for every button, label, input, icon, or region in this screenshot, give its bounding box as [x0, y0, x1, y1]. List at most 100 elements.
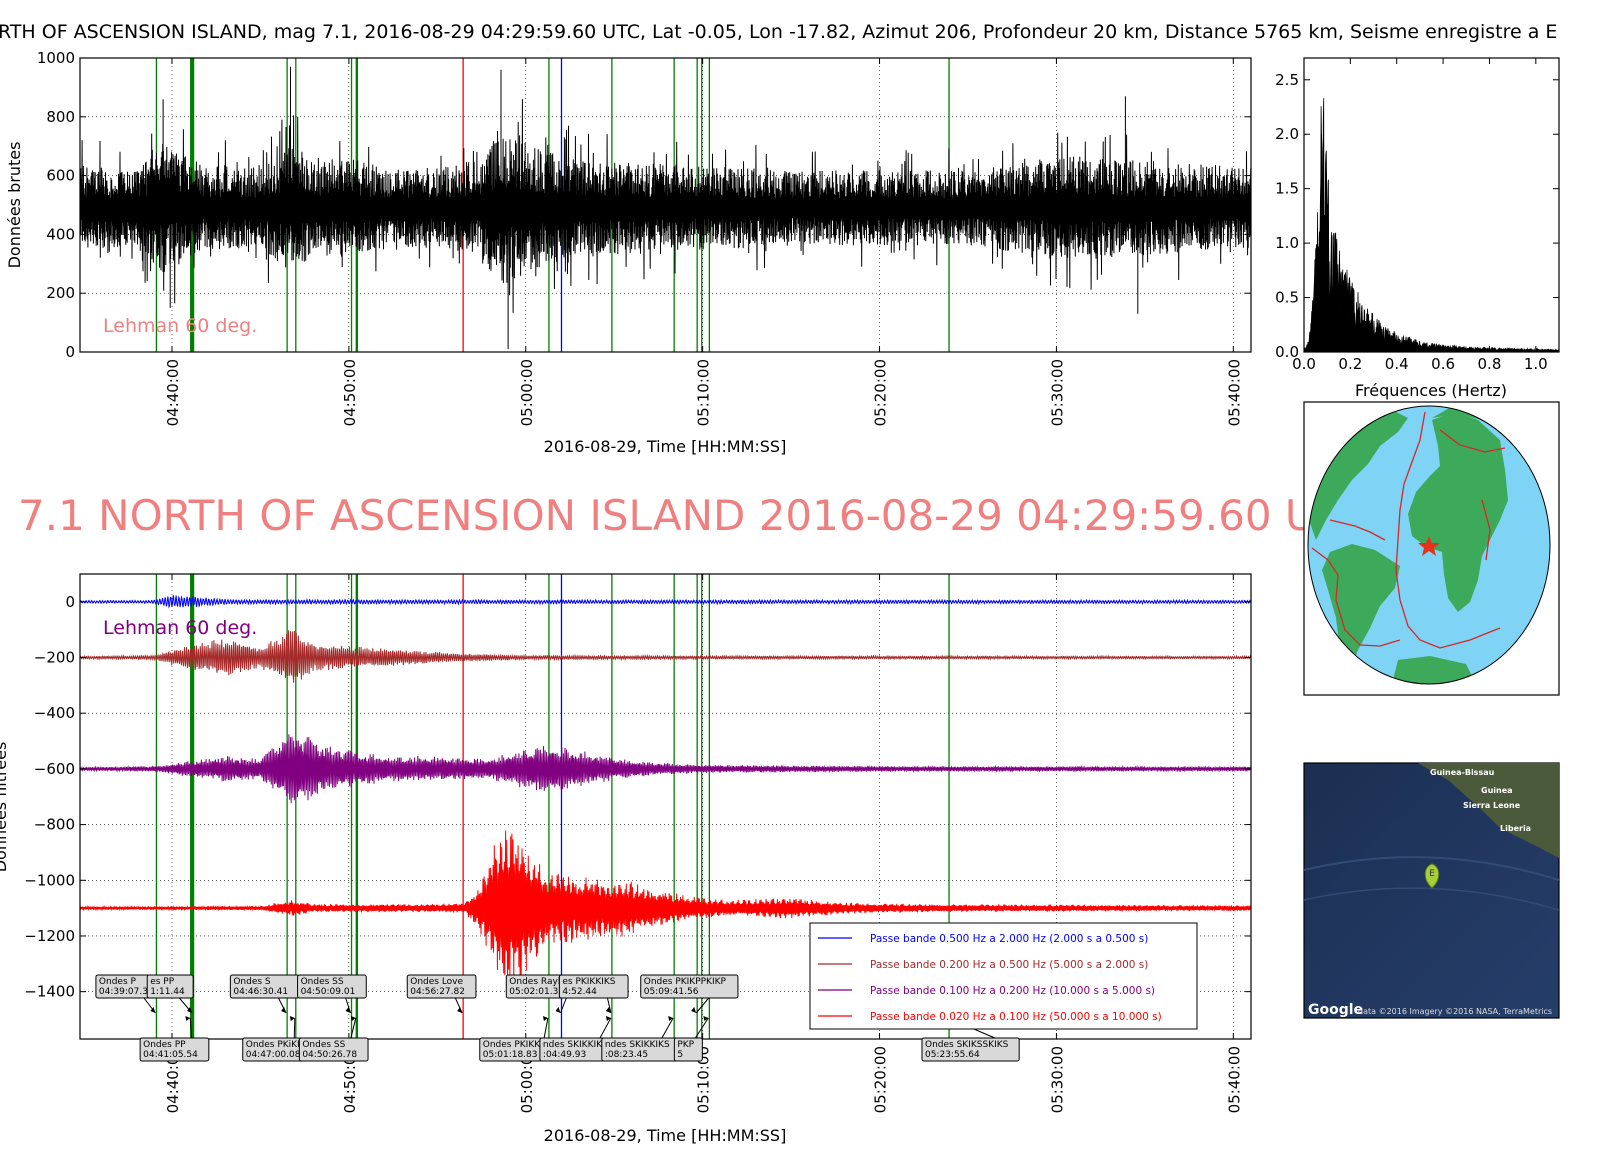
caption-arrow	[350, 1017, 357, 1039]
phase-caption: ndes SKIKKIKS:08:23.45	[601, 1016, 683, 1062]
caption-time: 05:02:01.35	[509, 987, 564, 997]
y-tick-label: −1400	[24, 983, 75, 1001]
caption-phase-name: Ondes SS	[301, 977, 344, 987]
caption-arrow	[695, 997, 710, 1014]
y-tick-label: 2.5	[1275, 71, 1299, 89]
x-tick-label: 0.0	[1292, 355, 1316, 373]
y-tick-label: −800	[34, 816, 75, 834]
top-x-ticks: 04:40:00 04:50:00 05:00:00 05:10:00 05:20:00…	[164, 58, 1243, 426]
y-tick-label: 0.5	[1275, 289, 1299, 307]
y-tick-label: 0	[65, 593, 75, 611]
caption-phase-name: Ondes PKIKKIKP	[483, 1040, 555, 1050]
filtered-trace-1	[80, 595, 1251, 609]
caption-box	[146, 974, 194, 999]
caption-phase-name: Ondes PP	[143, 1040, 186, 1050]
y-tick-label: −200	[34, 649, 75, 667]
map-label-sierra-leone: Sierra Leone	[1463, 801, 1521, 810]
globe-map	[1303, 401, 1560, 696]
red-star-icon	[1418, 536, 1440, 556]
y-tick-label: 800	[46, 108, 75, 126]
caption-phase-name: es PKIKKIKS	[562, 977, 615, 987]
figure-title: RTH OF ASCENSION ISLAND, mag 7.1, 2016-0…	[0, 21, 1557, 43]
legend-entry: Passe bande 0.500 Hz a 2.000 Hz (2.000 s…	[870, 933, 1148, 945]
filtered-traces	[80, 595, 1251, 983]
map-label-guinea: Guinea	[1481, 786, 1513, 795]
caption-phase-name: PKP	[677, 1040, 694, 1050]
caption-arrowhead	[281, 1007, 287, 1013]
caption-time: 05:01:18.83	[483, 1050, 538, 1060]
x-tick-label: 05:00:00	[518, 1046, 536, 1113]
caption-phase-name: Ondes SS	[302, 1040, 345, 1050]
x-tick-label: 05:40:00	[1225, 1046, 1243, 1113]
y-tick-label: 0	[65, 343, 75, 361]
caption-arrow	[345, 997, 351, 1014]
top-grid	[80, 58, 1251, 352]
caption-arrowhead	[668, 1016, 674, 1021]
x-tick-label: 1.0	[1524, 355, 1548, 373]
y-tick-label: −1000	[24, 871, 75, 889]
caption-time: 04:56:27.82	[410, 987, 465, 997]
caption-time: 4:52.44	[562, 987, 597, 997]
x-tick-label: 05:10:00	[695, 1046, 713, 1113]
caption-phase-name: ndes SKIKKIKP	[543, 1040, 608, 1050]
caption-time: 05:23:55.64	[925, 1050, 980, 1060]
bottom-x-ticks: 04:40:00 04:50:00 05:00:00 05:10:00 05:20:00…	[164, 574, 1243, 1113]
map-label-guinea-bissau: Guinea-Bissau	[1430, 768, 1495, 777]
map-pin-icon[interactable]: E	[1424, 863, 1440, 889]
caption-arrow	[606, 997, 612, 1014]
phase-caption: Ondes S04:46:30.41	[229, 974, 300, 1014]
spectrum-x-axis-label: Fréquences (Hertz)	[1355, 381, 1507, 400]
lehman-annotation-bottom: Lehman 60 deg.	[103, 617, 257, 639]
top-y-ticks: 0 200 400 600 800 1000	[37, 49, 1251, 361]
map-attribution[interactable]: data ©2016 Imagery ©2016 NASA, TerraMetr…	[1358, 1007, 1552, 1016]
filtered-trace-2	[80, 630, 1251, 683]
x-tick-label: 0.2	[1338, 355, 1362, 373]
caption-phase-name: Ondes PKiKP	[246, 1040, 303, 1050]
x-tick-label: 0.4	[1385, 355, 1409, 373]
y-tick-label: 1000	[37, 49, 75, 67]
caption-box	[558, 974, 629, 999]
caption-phase-name: Ondes P	[99, 977, 137, 987]
globe-outline	[1307, 405, 1551, 685]
x-tick-label: 05:30:00	[1048, 359, 1066, 426]
y-tick-label: −600	[34, 760, 75, 778]
caption-time: 5	[677, 1050, 683, 1060]
legend: Passe bande 0.500 Hz a 2.000 Hz (2.000 s…	[809, 922, 1198, 1030]
y-tick-label: −1200	[24, 927, 75, 945]
caption-time: 04:39:07.35	[99, 987, 154, 997]
google-logo[interactable]: Google	[1308, 1002, 1363, 1018]
filtered-seismogram-panel: 0 −200 −400 −600 −800 −1000 −1200 −1400 04:40:0…	[0, 573, 1252, 1145]
caption-box	[139, 1037, 210, 1062]
caption-arrow	[661, 1017, 674, 1039]
top-y-axis-label: Données brutes	[5, 142, 24, 269]
caption-box	[298, 1037, 369, 1062]
y-tick-label: 0.0	[1275, 343, 1299, 361]
caption-arrowhead	[555, 1007, 561, 1013]
map-pin-letter: E	[1429, 869, 1435, 879]
y-tick-label: 600	[46, 167, 75, 185]
bottom-x-axis-label: 2016-08-29, Time [HH:MM:SS]	[544, 1126, 787, 1145]
bottom-y-ticks: 0 −200 −400 −600 −800 −1000 −1200 −1400	[24, 593, 1251, 1001]
caption-arrowhead	[150, 1007, 156, 1013]
caption-arrowhead	[185, 1016, 191, 1021]
caption-time: 05:09:41.56	[644, 987, 699, 997]
caption-phase-name: Ondes S	[233, 977, 271, 987]
caption-time: 04:50:09.01	[301, 987, 356, 997]
x-tick-label: 05:30:00	[1048, 1046, 1066, 1113]
caption-box	[640, 974, 739, 999]
caption-time: 04:46:30.41	[233, 987, 288, 997]
x-tick-label: 05:00:00	[518, 359, 536, 426]
caption-arrow	[560, 997, 567, 1014]
caption-arrowhead	[457, 1007, 463, 1013]
legend-entry: Passe bande 0.200 Hz a 0.500 Hz (5.000 s…	[870, 959, 1148, 971]
x-tick-label: 0.8	[1478, 355, 1502, 373]
x-tick-label: 05:20:00	[872, 1046, 890, 1113]
caption-time: 04:41:05.54	[143, 1050, 198, 1060]
event-big-title: 7.1 NORTH OF ASCENSION ISLAND 2016-08-29…	[18, 491, 1368, 540]
